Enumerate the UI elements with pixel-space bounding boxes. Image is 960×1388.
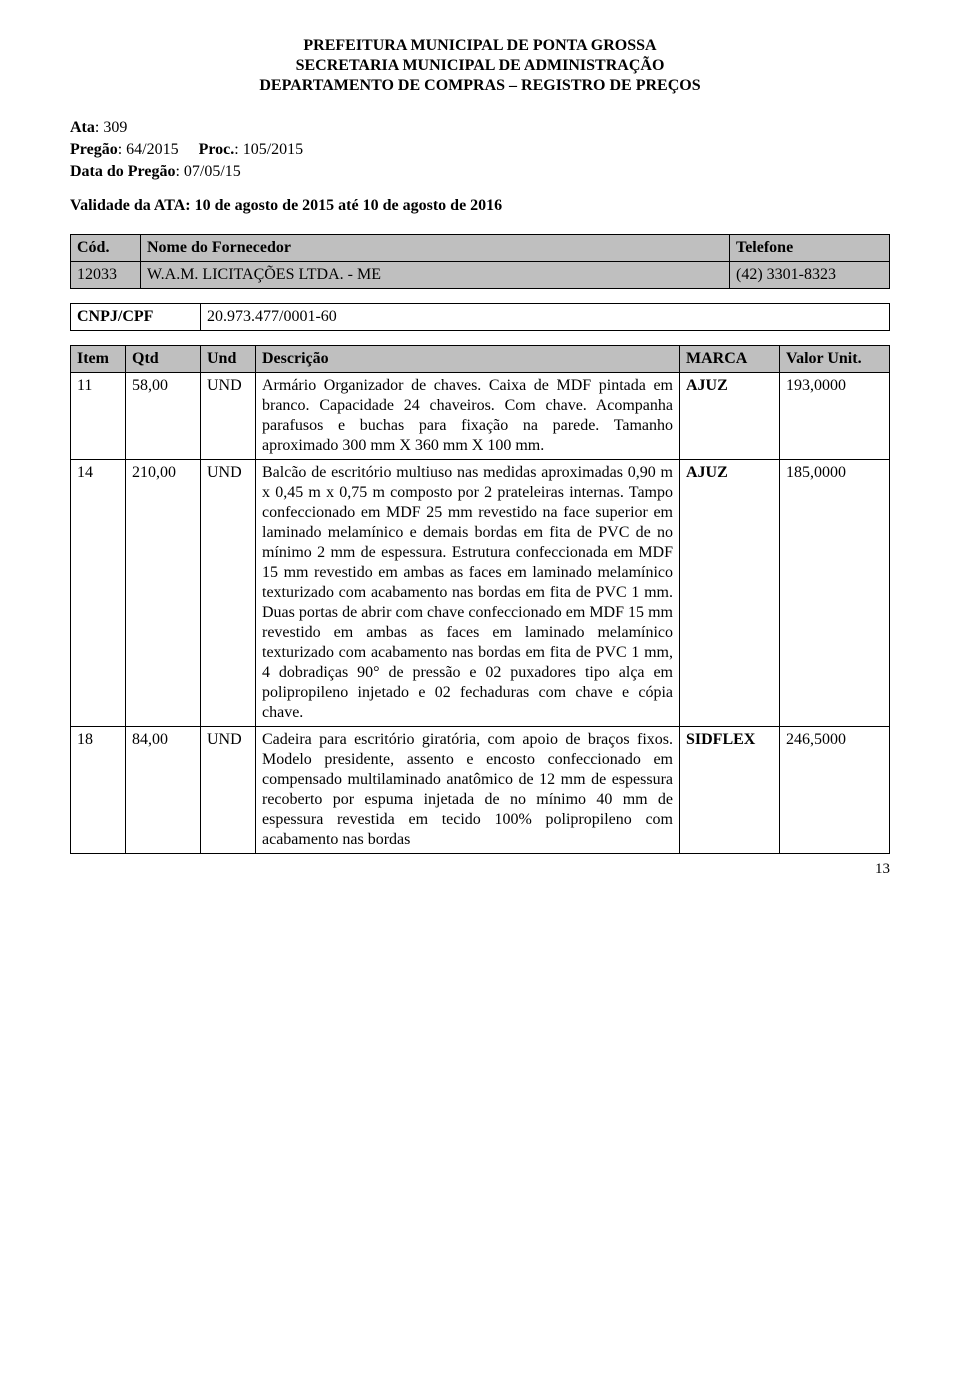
fornecedor-row: 12033 W.A.M. LICITAÇÕES LTDA. - ME (42) … <box>71 262 890 289</box>
ata-label: Ata <box>70 119 95 136</box>
cnpj-row: CNPJ/CPF 20.973.477/0001-60 <box>71 304 890 331</box>
fornecedor-header-cod: Cód. <box>71 235 141 262</box>
proc-value: : 105/2015 <box>234 141 303 158</box>
items-header-qtd: Qtd <box>126 346 201 373</box>
items-header-valor: Valor Unit. <box>780 346 890 373</box>
items-header-item: Item <box>71 346 126 373</box>
meta-pregao: Pregão: 64/2015 Proc.: 105/2015 <box>70 140 890 160</box>
cell-item: 18 <box>71 727 126 854</box>
items-header-desc: Descrição <box>256 346 680 373</box>
items-header-row: Item Qtd Und Descrição MARCA Valor Unit. <box>71 346 890 373</box>
fornecedor-header-tel: Telefone <box>730 235 890 262</box>
fornecedor-table: Cód. Nome do Fornecedor Telefone 12033 W… <box>70 234 890 289</box>
page-number: 13 <box>70 860 890 879</box>
fornecedor-cod: 12033 <box>71 262 141 289</box>
cell-valor: 193,0000 <box>780 373 890 460</box>
fornecedor-nome: W.A.M. LICITAÇÕES LTDA. - ME <box>141 262 730 289</box>
cell-item: 11 <box>71 373 126 460</box>
cell-marca: AJUZ <box>680 373 780 460</box>
items-header-und: Und <box>201 346 256 373</box>
table-row: 18 84,00 UND Cadeira para escritório gir… <box>71 727 890 854</box>
cnpj-table: CNPJ/CPF 20.973.477/0001-60 <box>70 303 890 331</box>
document-header: PREFEITURA MUNICIPAL DE PONTA GROSSA SEC… <box>70 36 890 96</box>
proc-label: Proc. <box>199 141 235 158</box>
table-row: 11 58,00 UND Armário Organizador de chav… <box>71 373 890 460</box>
cell-desc: Balcão de escritório multiuso nas medida… <box>256 460 680 727</box>
cell-und: UND <box>201 727 256 854</box>
cell-marca: SIDFLEX <box>680 727 780 854</box>
pregao-label: Pregão <box>70 141 118 158</box>
cell-qtd: 84,00 <box>126 727 201 854</box>
cnpj-value: 20.973.477/0001-60 <box>201 304 890 331</box>
data-pregao-value: : 07/05/15 <box>175 163 240 180</box>
cnpj-label: CNPJ/CPF <box>71 304 201 331</box>
items-header-marca: MARCA <box>680 346 780 373</box>
ata-value: : 309 <box>95 119 127 136</box>
pregao-value: : 64/2015 <box>118 141 179 158</box>
cell-valor: 185,0000 <box>780 460 890 727</box>
cell-und: UND <box>201 460 256 727</box>
validity-line: Validade da ATA: 10 de agosto de 2015 at… <box>70 196 890 216</box>
header-line-2: SECRETARIA MUNICIPAL DE ADMINISTRAÇÃO <box>70 56 890 76</box>
cell-item: 14 <box>71 460 126 727</box>
cell-marca: AJUZ <box>680 460 780 727</box>
cell-valor: 246,5000 <box>780 727 890 854</box>
table-row: 14 210,00 UND Balcão de escritório multi… <box>71 460 890 727</box>
cell-qtd: 210,00 <box>126 460 201 727</box>
meta-data-pregao: Data do Pregão: 07/05/15 <box>70 162 890 182</box>
fornecedor-header-row: Cód. Nome do Fornecedor Telefone <box>71 235 890 262</box>
header-line-1: PREFEITURA MUNICIPAL DE PONTA GROSSA <box>70 36 890 56</box>
cell-qtd: 58,00 <box>126 373 201 460</box>
meta-ata: Ata: 309 <box>70 118 890 138</box>
items-table: Item Qtd Und Descrição MARCA Valor Unit.… <box>70 345 890 854</box>
data-pregao-label: Data do Pregão <box>70 163 175 180</box>
cell-desc: Cadeira para escritório giratória, com a… <box>256 727 680 854</box>
fornecedor-header-nome: Nome do Fornecedor <box>141 235 730 262</box>
document-meta: Ata: 309 Pregão: 64/2015 Proc.: 105/2015… <box>70 118 890 216</box>
cell-und: UND <box>201 373 256 460</box>
cell-desc: Armário Organizador de chaves. Caixa de … <box>256 373 680 460</box>
fornecedor-tel: (42) 3301-8323 <box>730 262 890 289</box>
header-line-3: DEPARTAMENTO DE COMPRAS – REGISTRO DE PR… <box>70 76 890 96</box>
